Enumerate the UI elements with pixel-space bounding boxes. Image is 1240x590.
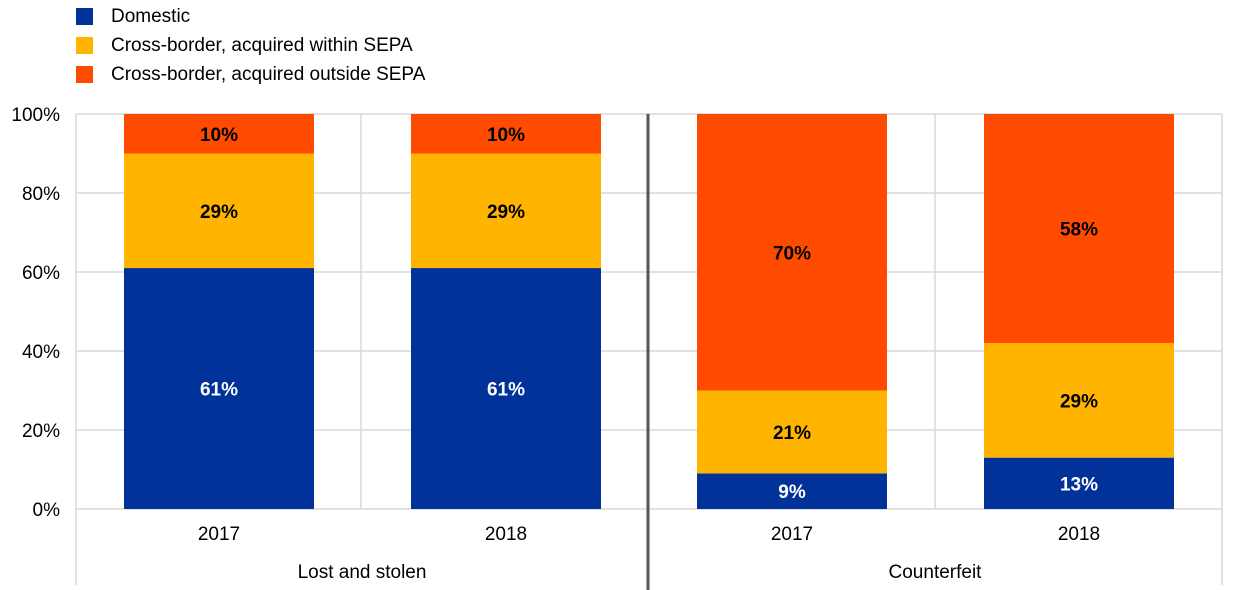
x-tick-label: 2017 [198, 524, 240, 545]
y-tick-label: 80% [22, 184, 60, 205]
data-label: 10% [487, 125, 525, 146]
group-label: Counterfeit [889, 562, 983, 583]
y-tick-label: 60% [22, 263, 60, 284]
bar-segment [697, 390, 887, 474]
bar-segment [411, 114, 601, 154]
legend-swatch [76, 66, 93, 83]
legend-label: Cross-border, acquired outside SEPA [111, 63, 426, 85]
group-label: Lost and stolen [298, 562, 427, 583]
bar-segment [984, 114, 1174, 344]
y-tick-label: 20% [22, 421, 60, 442]
bar-segment [124, 268, 314, 509]
data-label: 13% [1060, 474, 1098, 495]
bar-segment [124, 153, 314, 269]
data-label: 61% [487, 380, 525, 401]
legend-label: Domestic [111, 5, 191, 27]
bar-segment [984, 343, 1174, 458]
data-label: 10% [200, 125, 238, 146]
data-label: 70% [773, 243, 811, 264]
x-tick-label: 2018 [485, 524, 527, 545]
data-label: 61% [200, 380, 238, 401]
bar-segment [411, 153, 601, 269]
x-tick-label: 2018 [1058, 524, 1100, 545]
legend-item-domestic: Domestic [76, 2, 425, 31]
y-tick-label: 40% [22, 342, 60, 363]
legend: Domestic Cross-border, acquired within S… [76, 2, 425, 89]
x-tick-label: 2017 [771, 524, 813, 545]
legend-item-outside-sepa: Cross-border, acquired outside SEPA [76, 60, 425, 89]
data-label: 9% [778, 482, 806, 503]
legend-label: Cross-border, acquired within SEPA [111, 34, 413, 56]
data-label: 29% [1060, 391, 1098, 412]
data-label: 29% [200, 202, 238, 223]
bar-segment [697, 114, 887, 391]
bar-segment [411, 268, 601, 509]
y-tick-label: 0% [33, 500, 61, 521]
legend-swatch [76, 37, 93, 54]
legend-swatch [76, 8, 93, 25]
bar-segment [984, 457, 1174, 509]
bar-segment [697, 473, 887, 509]
data-label: 58% [1060, 220, 1098, 241]
bar-segment [124, 114, 314, 154]
legend-item-within-sepa: Cross-border, acquired within SEPA [76, 31, 425, 60]
data-label: 21% [773, 423, 811, 444]
y-tick-label: 100% [11, 105, 60, 126]
data-label: 29% [487, 202, 525, 223]
